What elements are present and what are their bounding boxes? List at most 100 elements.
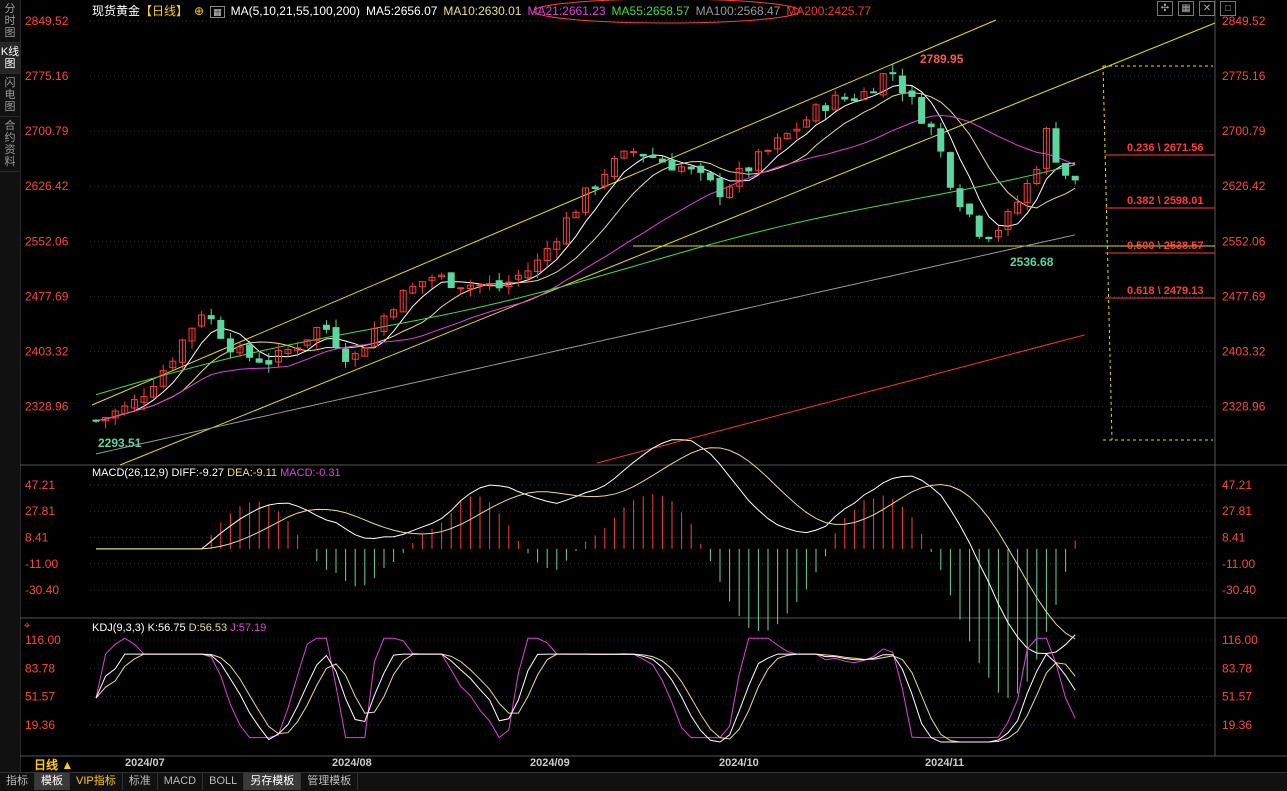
candle-body — [207, 315, 215, 320]
tab-boll[interactable]: BOLL — [203, 773, 245, 790]
add-icon[interactable]: ⊕ — [194, 4, 205, 18]
tab-macd[interactable]: MACD — [158, 773, 204, 790]
ma200-line — [596, 334, 1086, 464]
price_axis-right: 2775.16 — [1222, 69, 1266, 83]
price_axis-right: 2849.52 — [1222, 14, 1266, 28]
date-label: 2024/11 — [925, 757, 964, 769]
macd-diff-line — [96, 439, 1076, 654]
tab-templates[interactable]: 模板 — [35, 773, 70, 790]
candlesticks — [92, 64, 1079, 429]
candle-body — [562, 217, 570, 245]
kdj_axis-right: 116.00 — [1222, 633, 1258, 647]
candle-body — [303, 339, 311, 346]
candle-body — [850, 98, 858, 102]
ma21-line — [95, 114, 1076, 422]
candle-body — [1042, 127, 1050, 169]
price_axis-left: 2403.32 — [25, 344, 69, 358]
kdj_axis-right: 19.36 — [1222, 718, 1252, 732]
fib-level-label: 0.500 \ 2538.57 — [1127, 240, 1203, 252]
candle-body — [274, 350, 282, 363]
candle-body — [994, 229, 1002, 238]
candle-body — [409, 285, 417, 294]
tab-indicators[interactable]: 指标 — [0, 773, 35, 790]
candle-body — [534, 259, 542, 273]
macd-value: MACD:-0.31 — [280, 467, 341, 479]
price_axis-right: 2626.42 — [1222, 179, 1266, 193]
chart-grid — [20, 0, 1287, 757]
candle-body — [236, 346, 244, 354]
close-icon[interactable]: ✕ — [1199, 1, 1215, 16]
tab-kline[interactable]: K线图 — [0, 43, 20, 74]
price_axis-right: 2403.32 — [1222, 344, 1266, 358]
highlight-ellipse — [533, 0, 801, 24]
trend-channels: 2789.95 2293.51 2536.68 — [91, 0, 1216, 466]
macd_axis-right: 27.81 — [1222, 504, 1252, 518]
tab-manage-templates[interactable]: 管理模板 — [301, 773, 359, 790]
ma5-value: MA5:2656.07 — [366, 4, 438, 18]
price_axis-right: 2552.06 — [1222, 234, 1266, 248]
candle-body — [92, 419, 100, 422]
price_axis-left: 2775.16 — [25, 69, 69, 83]
candle-body — [668, 160, 676, 171]
ma55-line — [95, 164, 1076, 396]
candle-body — [1062, 162, 1070, 176]
settings-icon[interactable]: ▦ — [210, 6, 225, 18]
price_axis-left: 2700.79 — [25, 124, 69, 138]
ma5-line — [95, 84, 1076, 422]
candle-body — [495, 280, 503, 289]
candle-body — [774, 137, 782, 150]
move-icon[interactable]: ✣ — [1157, 1, 1173, 16]
kdj-marker-icon: ⌖ — [24, 620, 31, 632]
candle-body — [793, 128, 801, 132]
candle-body — [486, 282, 494, 286]
maximize-icon[interactable]: □ — [1220, 1, 1236, 16]
kdj-j-line — [95, 637, 1076, 739]
tab-flash-chart[interactable]: 闪电图 — [0, 74, 20, 117]
price_axis-left: 2626.42 — [25, 179, 69, 193]
candle-body — [975, 215, 983, 237]
candle-body — [687, 166, 695, 170]
macd_axis-right: 47.21 — [1222, 478, 1252, 492]
fib-level-label: 0.382 \ 2598.01 — [1127, 195, 1203, 207]
moving-averages — [95, 84, 1086, 464]
candle-body — [908, 90, 916, 97]
candle-body — [476, 284, 484, 287]
tab-time-sharing[interactable]: 分时图 — [0, 0, 20, 43]
candle-body — [342, 348, 350, 362]
candle-body — [927, 123, 935, 128]
candle-body — [370, 328, 378, 347]
candle-body — [543, 248, 551, 261]
kdj-k: K:56.75 — [147, 622, 186, 634]
tab-save-template[interactable]: 另存模板 — [244, 773, 302, 790]
candle-body — [1071, 175, 1079, 181]
candle-body — [822, 105, 830, 111]
ma200-value: MA200:2425.77 — [786, 4, 872, 18]
candle-body — [610, 157, 618, 177]
candle-body — [246, 344, 254, 358]
candle-body — [841, 96, 849, 100]
candle-body — [284, 349, 292, 354]
candle-body — [418, 281, 426, 288]
tab-contract-info[interactable]: 合约资料 — [0, 117, 20, 172]
price_axis-left: 2477.69 — [25, 289, 69, 303]
period-selector[interactable]: 日线 ▲ — [34, 758, 74, 772]
candle-body — [764, 149, 772, 152]
kline-chart[interactable]: 2789.95 2293.51 2536.68 0.236 \ 2671.56 0.3… — [0, 0, 1287, 772]
candle-body — [294, 347, 302, 351]
candle-body — [255, 358, 263, 363]
grid-icon[interactable]: ▦ — [1178, 1, 1194, 16]
macd_axis-right: 8.41 — [1222, 530, 1246, 544]
view-sidebar: 分时图 K线图 闪电图 合约资料 — [0, 0, 21, 772]
candle-body — [361, 347, 369, 357]
tab-standard[interactable]: 标准 — [123, 773, 158, 790]
period-label: 【日线】 — [140, 4, 189, 18]
kdj_axis-right: 51.57 — [1222, 690, 1252, 704]
kdj_axis-right: 83.78 — [1222, 661, 1252, 675]
tab-vip-indicators[interactable]: VIP指标 — [70, 773, 123, 790]
candle-body — [553, 241, 561, 250]
candle-body — [505, 281, 513, 288]
candle-body — [140, 396, 148, 403]
kdj_axis-left: 116.00 — [25, 633, 61, 647]
candle-body — [524, 270, 532, 279]
candle-body — [831, 94, 839, 111]
